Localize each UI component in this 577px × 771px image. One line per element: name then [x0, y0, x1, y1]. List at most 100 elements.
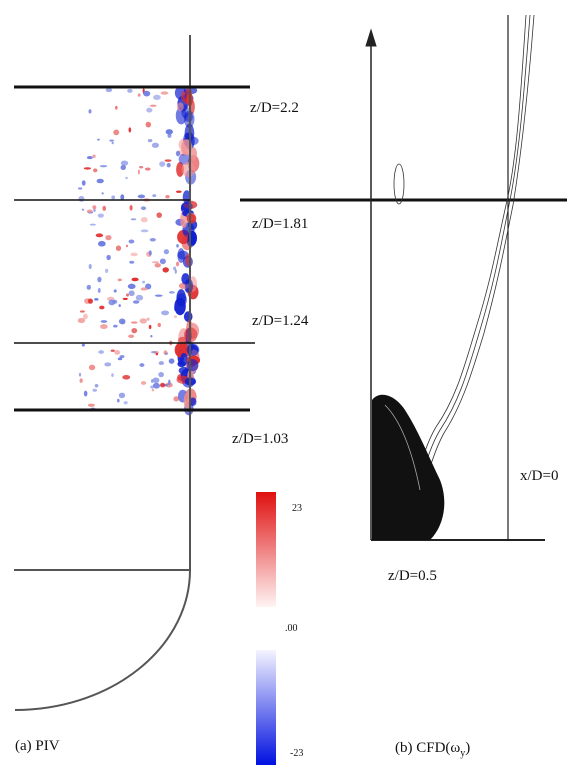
piv-blob: [130, 253, 137, 257]
piv-blob: [182, 162, 195, 177]
vortex-core: [372, 395, 444, 540]
piv-blob: [142, 281, 145, 284]
piv-blob: [87, 210, 93, 213]
piv-blob: [160, 383, 165, 388]
piv-blob: [150, 105, 157, 107]
piv-blob: [167, 163, 171, 167]
piv-blob: [101, 320, 108, 323]
piv-blob: [102, 192, 104, 194]
piv-blob: [155, 263, 161, 267]
piv-blob: [102, 206, 106, 211]
piv-blob: [146, 108, 152, 113]
piv-blob: [187, 214, 197, 224]
piv-blob: [128, 334, 134, 337]
piv-blob: [119, 304, 121, 307]
piv-blob: [111, 195, 115, 199]
piv-blob: [165, 352, 168, 355]
piv-blob: [117, 399, 120, 403]
piv-blob: [153, 377, 160, 383]
piv-blob: [165, 195, 169, 198]
piv-blob: [98, 288, 101, 293]
piv-blob: [82, 209, 85, 211]
piv-blob: [131, 328, 137, 333]
piv-blob: [114, 350, 120, 355]
piv-blob: [96, 233, 103, 237]
piv-blob: [173, 396, 179, 401]
piv-blob: [141, 206, 146, 210]
caption: (b) CFD(ωy): [395, 740, 470, 759]
piv-blob: [94, 298, 98, 301]
caption: (a) PIV: [15, 738, 60, 754]
piv-blob: [139, 363, 144, 367]
piv-blob: [162, 267, 168, 272]
caption-text: (b) CFD(ω: [395, 740, 460, 756]
piv-blob: [149, 325, 152, 329]
piv-blob: [97, 277, 101, 283]
colorbar-negative: [256, 650, 276, 765]
piv-blob: [152, 194, 156, 197]
piv-blob: [161, 310, 169, 315]
piv-blob: [111, 350, 115, 352]
piv-blob: [129, 290, 135, 296]
piv-blob: [124, 401, 128, 404]
piv-blob: [131, 321, 138, 323]
piv-blob: [126, 293, 129, 296]
piv-blob: [176, 244, 178, 247]
piv-blob: [176, 293, 187, 306]
axis-label: x/D=0: [520, 468, 558, 484]
piv-blob: [89, 365, 95, 371]
piv-blob: [167, 133, 171, 138]
piv-blob: [149, 250, 152, 256]
piv-blob: [152, 143, 159, 148]
piv-blob: [155, 295, 163, 297]
piv-blob: [168, 379, 170, 385]
piv-blob: [93, 168, 97, 172]
piv-blob: [129, 261, 134, 264]
piv-blob: [92, 205, 96, 209]
piv-blob: [127, 89, 132, 93]
piv-blob: [156, 353, 158, 356]
piv-blob: [141, 217, 148, 222]
piv-blob: [169, 358, 175, 363]
piv-blob: [105, 235, 111, 240]
colorbar-label: .00: [285, 623, 298, 634]
piv-blob: [113, 129, 119, 135]
piv-blob: [177, 102, 184, 111]
piv-blob: [108, 299, 115, 305]
piv-blob: [187, 344, 200, 356]
piv-blob: [165, 159, 172, 162]
piv-blob: [111, 373, 114, 377]
piv-blob: [87, 285, 91, 290]
piv-blob: [126, 245, 128, 248]
piv-blob: [98, 241, 106, 247]
label-mask: [225, 412, 325, 424]
colorbar-label: -23: [290, 748, 303, 759]
piv-blob: [119, 318, 126, 324]
figure: z/D=2.2 z/D=1.81 z/D=1.24 z/D=1.03 23 .0…: [0, 0, 577, 771]
piv-blob: [90, 224, 96, 226]
piv-blob: [121, 161, 128, 166]
piv-blob: [128, 127, 131, 132]
piv-blob: [150, 238, 156, 242]
piv-blob: [132, 278, 139, 282]
piv-blob: [176, 262, 179, 267]
piv-blob: [97, 179, 104, 183]
piv-blob: [141, 381, 146, 385]
piv-blob: [78, 318, 85, 323]
piv-blob: [175, 269, 177, 273]
piv-blob: [150, 386, 153, 389]
piv-blob: [141, 229, 149, 232]
piv-blob: [158, 372, 164, 377]
colorbar-positive: [256, 492, 276, 607]
piv-blob: [153, 95, 161, 100]
piv-blob: [116, 245, 121, 251]
piv-blob: [131, 218, 136, 220]
piv-blob: [138, 195, 145, 199]
piv-blob: [129, 239, 135, 243]
piv-blob: [161, 91, 169, 94]
piv-blob: [88, 404, 95, 407]
piv-blob: [187, 359, 199, 371]
piv-blob: [109, 139, 114, 141]
piv-blob: [138, 169, 140, 174]
piv-blob: [105, 269, 108, 273]
